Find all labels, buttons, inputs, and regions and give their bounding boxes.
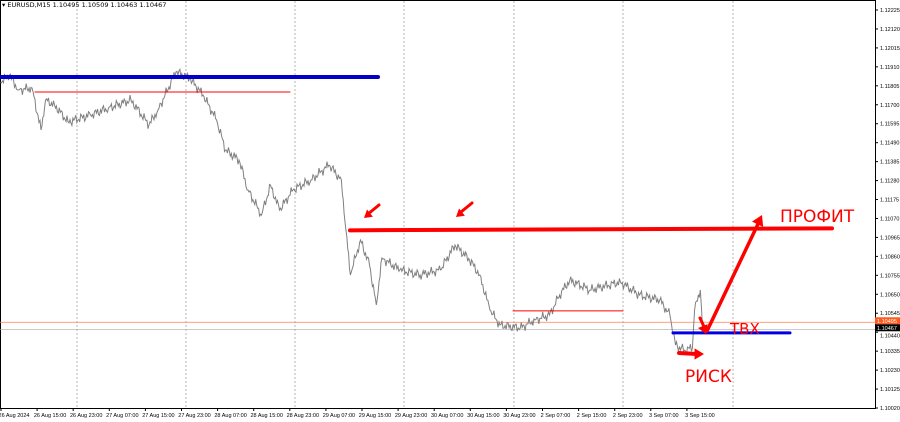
price-tick-label: 1.10125 — [880, 387, 900, 393]
price-axis[interactable]: 1.12225 1.12120 1.12015 1.11910 1.11805 1.117… — [875, 8, 900, 412]
chart-title: ▾ EURUSD,M15 1.10495 1.10509 1.10463 1.1… — [2, 1, 166, 9]
pointer-arrow-head — [456, 208, 465, 217]
time-tick-label: 29 Aug 15:00 — [359, 413, 391, 419]
levels — [0, 321, 875, 330]
price-tick-label: 1.11280 — [880, 179, 899, 185]
time-tick-label: 30 Aug 23:00 — [503, 413, 535, 419]
time-tick-label: 30 Aug 07:00 — [431, 413, 463, 419]
price-tick-label: 1.11175 — [880, 198, 899, 204]
time-tick-label: 30 Aug 15:00 — [467, 413, 499, 419]
profit-label: ПРОФИТ — [780, 207, 855, 227]
pointer-arrow-shaft — [366, 203, 381, 216]
time-tick-label: 26 Aug 2024 — [0, 413, 29, 419]
risk-label: РИСК — [685, 367, 732, 387]
dropdown-arrow-icon[interactable]: ▾ — [2, 1, 6, 9]
price-tick-label: 1.10020 — [880, 406, 900, 412]
entry-label: ТВХ — [729, 320, 760, 338]
time-tick-label: 27 Aug 07:00 — [106, 413, 138, 419]
price-tick-label: 1.11490 — [880, 141, 899, 147]
annotations — [0, 74, 834, 360]
price-series — [0, 67, 703, 355]
time-tick-label: 26 Aug 23:00 — [70, 413, 102, 419]
price-tick-label: 1.10440 — [880, 333, 900, 339]
time-tick-label: 27 Aug 23:00 — [178, 413, 210, 419]
price-tick-label: 1.11070 — [880, 216, 899, 222]
time-tick-label: 29 Aug 07:00 — [323, 413, 355, 419]
price-tick-label: 1.11805 — [880, 84, 899, 90]
chart-frame — [0, 0, 876, 409]
price-tick-label: 1.10650 — [880, 292, 900, 298]
pointer-arrow-head — [364, 209, 373, 218]
entry-arrow-head — [698, 324, 708, 334]
price-tick-label: 1.10860 — [880, 254, 900, 260]
time-tick-label: 29 Aug 23:00 — [395, 413, 427, 419]
ohlc-values: 1.10495 1.10509 1.10463 1.10467 — [52, 1, 167, 9]
price-tick-label: 1.12120 — [880, 27, 900, 33]
price-tick-label: 1.11910 — [880, 65, 899, 71]
time-tick-label: 3 Sep 15:00 — [685, 413, 715, 419]
time-tick-label: 26 Aug 15:00 — [34, 413, 66, 419]
profit-level-line — [348, 226, 834, 233]
price-tick-label: 1.10755 — [880, 273, 900, 279]
time-tick-label: 2 Sep 23:00 — [613, 413, 643, 419]
price-tick-label: 1.11700 — [880, 103, 899, 109]
symbol-label: EURUSD,M15 — [7, 1, 51, 9]
profit-arrow-shaft — [705, 222, 760, 333]
time-tick-label: 2 Sep 15:00 — [577, 413, 607, 419]
price-tick-label: 1.11595 — [880, 122, 899, 128]
time-tick-label: 28 Aug 23:00 — [287, 413, 319, 419]
time-tick-label: 28 Aug 07:00 — [214, 413, 246, 419]
bid-price-label: 1.10467 — [877, 326, 897, 332]
price-tick-label: 1.10335 — [880, 349, 900, 355]
time-tick-label: 28 Aug 15:00 — [250, 413, 282, 419]
grid — [0, 0, 876, 409]
price-tick-label: 1.10965 — [880, 235, 900, 241]
price-tick-label: 1.10230 — [880, 368, 900, 374]
time-tick-label: 2 Sep 07:00 — [541, 413, 571, 419]
risk-arrow-head — [694, 348, 704, 360]
price-tick-label: 1.12015 — [880, 46, 900, 52]
price-tick-label: 1.11385 — [880, 160, 899, 166]
ask-price-box — [875, 317, 900, 325]
profit-arrow-head — [751, 215, 764, 227]
risk-arrow-shaft — [677, 351, 699, 356]
bid-price-box — [875, 324, 900, 332]
time-tick-label: 3 Sep 07:00 — [649, 413, 679, 419]
ask-price-label: 1.10495 — [877, 319, 897, 325]
pointer-arrow-shaft — [459, 201, 474, 214]
time-tick-label: 27 Aug 15:00 — [142, 413, 174, 419]
price-tick-label: 1.10545 — [880, 311, 900, 317]
time-axis[interactable]: 26 Aug 2024 26 Aug 15:00 26 Aug 23:00 27 Au… — [0, 408, 715, 419]
price-tick-label: 1.12225 — [880, 8, 900, 14]
